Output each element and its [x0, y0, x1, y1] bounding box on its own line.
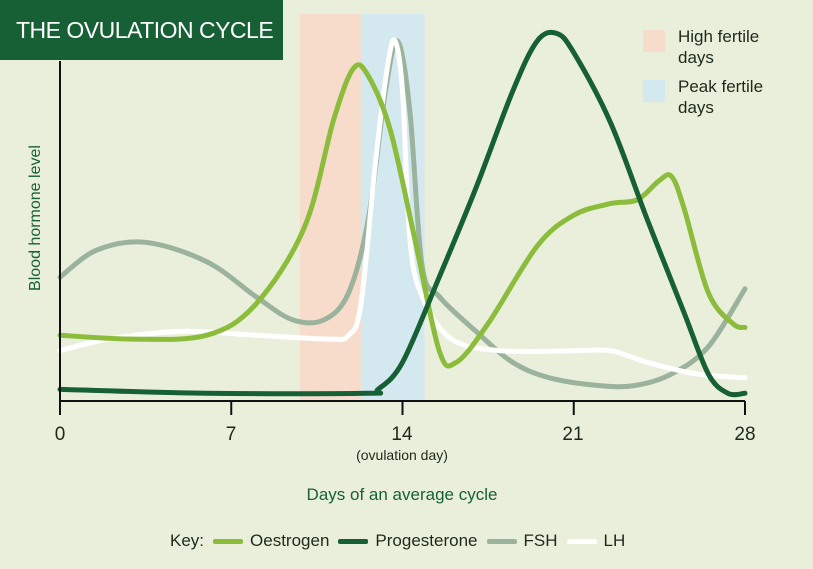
x-tick-label: 7 [225, 424, 237, 445]
series-line-oestrogen [57, 62, 748, 369]
key-item-oestrogen: Oestrogen [213, 531, 329, 551]
y-axis-label: Blood hormone level [27, 145, 44, 291]
x-tick-label: 28 [734, 424, 756, 445]
key-line-icon [338, 538, 369, 544]
x-tick-label: 0 [54, 424, 66, 445]
key-item-fsh: FSH [486, 531, 558, 551]
ovulation-day-note: (ovulation day) [356, 447, 448, 463]
key-line-icon [486, 538, 517, 544]
key-item-lh: LH [566, 531, 626, 551]
key-item-label: Oestrogen [250, 531, 330, 550]
legend-label-peak: Peak fertile days [678, 77, 764, 117]
series-line-progesterone [57, 29, 748, 398]
legend-swatch-peak [643, 80, 665, 102]
legend-label-high: High fertile days [678, 27, 760, 67]
hormone-lines [57, 29, 748, 398]
key-item-label: FSH [523, 531, 558, 550]
x-tick-label: 21 [562, 424, 584, 445]
key-line-icon [213, 538, 244, 544]
key-label: Key: [170, 531, 205, 550]
x-axis-label: Days of an average cycle [306, 485, 498, 504]
key-item-label: LH [603, 531, 626, 550]
series-line-fsh [57, 38, 748, 390]
chart-title: THE OVULATION CYCLE [16, 17, 274, 43]
series-line-lh [57, 37, 748, 381]
series-key: Key: Oestrogen Progesterone FSH LH [170, 531, 634, 551]
key-item-label: Progesterone [375, 531, 478, 550]
x-tick-label: 14 [391, 424, 413, 445]
key-line-icon [566, 538, 597, 544]
x-tick-marks [59, 401, 746, 415]
title-banner: THE OVULATION CYCLE [0, 0, 283, 60]
legend-swatch-high [643, 30, 665, 52]
key-item-progesterone: Progesterone [338, 531, 478, 551]
